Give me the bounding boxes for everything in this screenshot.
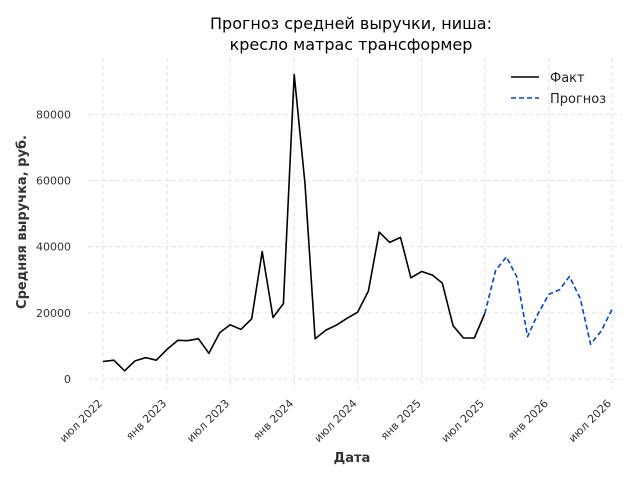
series-line-fact — [102, 73, 486, 372]
x-axis-ticks: июл 2022 янв 2023 июл 2023 янв 2024 июл 2024… — [57, 397, 614, 445]
chart-title-line-2: кресло матрас трансформер — [230, 35, 473, 54]
x-tick-label: июл 2025 — [439, 397, 487, 445]
legend-label-forecast: Прогноз — [550, 92, 606, 107]
legend: Факт Прогноз — [511, 71, 606, 107]
y-tick-label: 20000 — [36, 307, 71, 320]
x-axis-label: Дата — [334, 451, 371, 466]
y-tick-label: 80000 — [36, 108, 71, 121]
grid — [88, 58, 622, 389]
series-line-forecast — [484, 256, 613, 346]
y-axis-ticks: 0 20000 40000 60000 80000 — [36, 108, 71, 386]
chart-title-line-1: Прогноз средней выручки, ниша: — [210, 14, 492, 33]
y-tick-label: 60000 — [36, 174, 71, 187]
x-tick-label: янв 2025 — [378, 397, 424, 443]
x-tick-label: янв 2026 — [505, 397, 551, 443]
x-tick-label: июл 2022 — [57, 397, 105, 445]
x-tick-label: июл 2023 — [184, 397, 232, 445]
x-tick-label: июл 2026 — [566, 397, 614, 445]
y-tick-label: 40000 — [36, 241, 71, 254]
series-lines — [102, 73, 613, 372]
x-tick-label: июл 2024 — [312, 397, 360, 445]
legend-label-fact: Факт — [550, 71, 585, 86]
y-axis-label: Средняя выручка, руб. — [15, 135, 30, 309]
x-tick-label: янв 2023 — [123, 397, 169, 443]
y-tick-label: 0 — [64, 373, 71, 386]
x-tick-label: янв 2024 — [251, 397, 297, 443]
